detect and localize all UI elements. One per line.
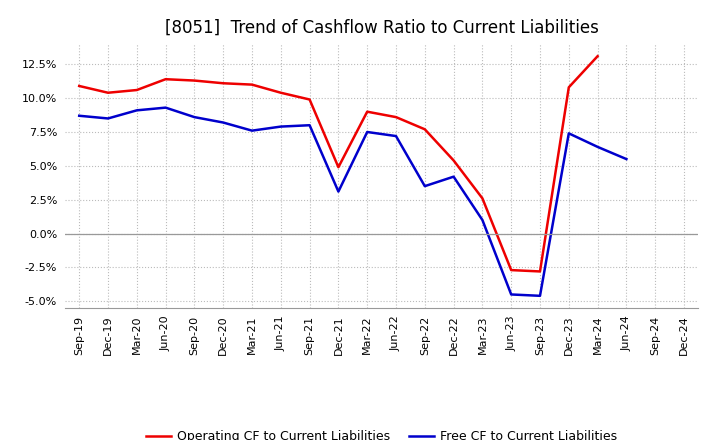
Free CF to Current Liabilities (248, 128, 256, 133)
Operating CF to Current Liabilities (478, 196, 487, 201)
Operating CF to Current Liabilities (104, 90, 112, 95)
Operating CF to Current Liabilities (420, 127, 429, 132)
Operating CF to Current Liabilities (161, 77, 170, 82)
Free CF to Current Liabilities (104, 116, 112, 121)
Operating CF to Current Liabilities (507, 268, 516, 273)
Operating CF to Current Liabilities (449, 158, 458, 163)
Free CF to Current Liabilities (132, 108, 141, 113)
Line: Operating CF to Current Liabilities: Operating CF to Current Liabilities (79, 56, 598, 271)
Free CF to Current Liabilities (363, 129, 372, 135)
Operating CF to Current Liabilities (564, 84, 573, 90)
Free CF to Current Liabilities (478, 217, 487, 223)
Free CF to Current Liabilities (420, 183, 429, 189)
Free CF to Current Liabilities (75, 113, 84, 118)
Operating CF to Current Liabilities (75, 83, 84, 88)
Operating CF to Current Liabilities (363, 109, 372, 114)
Legend: Operating CF to Current Liabilities, Free CF to Current Liabilities: Operating CF to Current Liabilities, Fre… (141, 425, 622, 440)
Free CF to Current Liabilities (219, 120, 228, 125)
Operating CF to Current Liabilities (536, 269, 544, 274)
Operating CF to Current Liabilities (219, 81, 228, 86)
Operating CF to Current Liabilities (248, 82, 256, 87)
Free CF to Current Liabilities (305, 123, 314, 128)
Title: [8051]  Trend of Cashflow Ratio to Current Liabilities: [8051] Trend of Cashflow Ratio to Curren… (165, 19, 598, 37)
Free CF to Current Liabilities (276, 124, 285, 129)
Operating CF to Current Liabilities (276, 90, 285, 95)
Free CF to Current Liabilities (161, 105, 170, 110)
Free CF to Current Liabilities (622, 157, 631, 162)
Free CF to Current Liabilities (536, 293, 544, 298)
Operating CF to Current Liabilities (334, 165, 343, 170)
Free CF to Current Liabilities (392, 133, 400, 139)
Operating CF to Current Liabilities (305, 97, 314, 102)
Free CF to Current Liabilities (593, 144, 602, 150)
Free CF to Current Liabilities (507, 292, 516, 297)
Free CF to Current Liabilities (449, 174, 458, 180)
Operating CF to Current Liabilities (392, 114, 400, 120)
Free CF to Current Liabilities (334, 189, 343, 194)
Line: Free CF to Current Liabilities: Free CF to Current Liabilities (79, 108, 626, 296)
Operating CF to Current Liabilities (190, 78, 199, 83)
Operating CF to Current Liabilities (132, 88, 141, 93)
Free CF to Current Liabilities (564, 131, 573, 136)
Operating CF to Current Liabilities (593, 54, 602, 59)
Free CF to Current Liabilities (190, 114, 199, 120)
